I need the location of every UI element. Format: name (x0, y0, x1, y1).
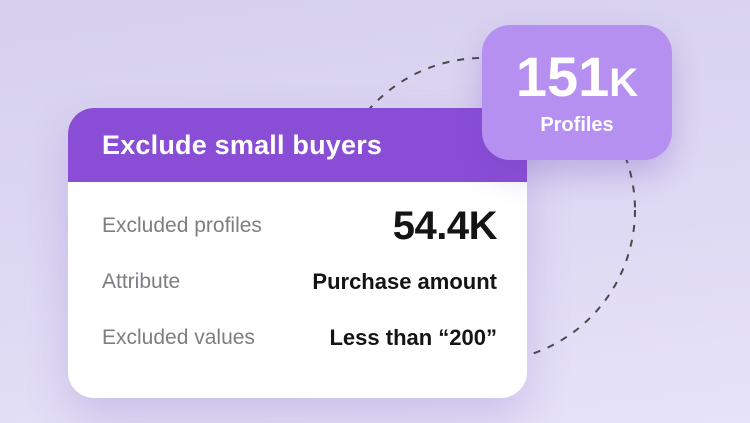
exclusion-summary-card: Exclude small buyers Excluded profiles 5… (68, 108, 527, 398)
row-value: Purchase amount (312, 269, 497, 294)
row-label: Excluded values (102, 326, 255, 349)
profiles-badge-label: Profiles (540, 113, 614, 136)
row-label: Attribute (102, 270, 181, 293)
profiles-count: 151K (516, 48, 639, 105)
card-header: Exclude small buyers (68, 108, 527, 182)
card-title: Exclude small buyers (102, 129, 383, 160)
row-attribute: Attribute Purchase amount (102, 254, 497, 310)
card-body: Excluded profiles 54.4K Attribute Purcha… (68, 182, 527, 366)
profiles-count-number: 151 (515, 44, 610, 108)
profiles-count-badge: 151K Profiles (482, 25, 672, 160)
row-label: Excluded profiles (102, 214, 262, 237)
row-value: Less than “200” (329, 325, 497, 350)
profiles-count-suffix: K (609, 60, 639, 105)
row-excluded-profiles: Excluded profiles 54.4K (102, 198, 498, 254)
row-value: 54.4K (392, 203, 498, 248)
row-excluded-values: Excluded values Less than “200” (102, 310, 497, 366)
